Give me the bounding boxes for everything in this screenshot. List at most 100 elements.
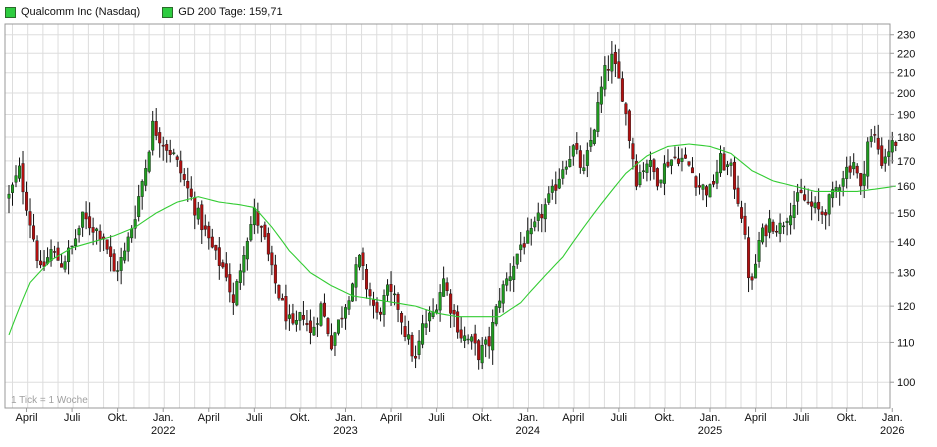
candle-body bbox=[336, 319, 340, 334]
candle-body bbox=[697, 185, 701, 188]
x-tick-label: Jan. bbox=[517, 412, 538, 424]
candle-body bbox=[747, 237, 751, 279]
legend-item-sma[interactable]: GD 200 Tage: 159,71 bbox=[162, 6, 283, 18]
candle-body bbox=[883, 156, 887, 164]
y-tick-label: 160 bbox=[897, 181, 915, 193]
legend-price-label: Qualcomm Inc (Nasdaq) bbox=[21, 6, 141, 18]
candle-body bbox=[116, 270, 120, 272]
candle-body bbox=[729, 162, 733, 166]
candle-body bbox=[400, 313, 404, 323]
candle-body bbox=[526, 230, 530, 244]
candle-body bbox=[442, 278, 446, 297]
candle-body bbox=[575, 143, 579, 150]
candle-body bbox=[719, 153, 723, 174]
candle-body bbox=[291, 313, 295, 324]
candle-body bbox=[463, 335, 467, 341]
candle-body bbox=[95, 228, 99, 231]
candle-body bbox=[365, 268, 369, 290]
x-tick-label: Jan. bbox=[882, 412, 903, 424]
candle-body bbox=[841, 178, 845, 187]
candle-body bbox=[60, 263, 64, 268]
candle-body bbox=[855, 165, 859, 174]
x-year-label: 2025 bbox=[698, 425, 722, 437]
candle-body bbox=[768, 218, 772, 233]
candle-body bbox=[484, 339, 488, 345]
candle-body bbox=[109, 246, 113, 257]
candle-body bbox=[610, 53, 614, 72]
candle-body bbox=[543, 204, 547, 220]
candle-body bbox=[789, 215, 793, 226]
candle-body bbox=[859, 173, 863, 187]
legend-item-price[interactable]: Qualcomm Inc (Nasdaq) bbox=[5, 6, 140, 18]
candle-body bbox=[119, 257, 123, 271]
candle-body bbox=[137, 196, 141, 217]
plot-frame bbox=[4, 23, 891, 409]
x-tick-label: Juli bbox=[246, 412, 263, 424]
candle-body bbox=[168, 150, 172, 155]
candle-body bbox=[662, 163, 666, 184]
candle-body bbox=[329, 335, 333, 350]
candle-body bbox=[231, 294, 235, 303]
candle-body bbox=[123, 250, 127, 261]
candle-body bbox=[224, 263, 228, 278]
candle-body bbox=[817, 201, 821, 210]
candle-body bbox=[771, 221, 775, 232]
candle-body bbox=[18, 165, 22, 179]
candle-body bbox=[862, 173, 866, 186]
legend: Qualcomm Inc (Nasdaq) GD 200 Tage: 159,7… bbox=[5, 4, 305, 20]
candle-body bbox=[568, 159, 572, 167]
candle-body bbox=[627, 110, 631, 141]
candle-body bbox=[834, 187, 838, 191]
candle-body bbox=[382, 295, 386, 315]
candle-body bbox=[235, 281, 239, 306]
candle-body bbox=[315, 323, 319, 325]
candle-body bbox=[175, 156, 179, 160]
candle-body bbox=[578, 150, 582, 168]
candle-body bbox=[217, 247, 221, 266]
x-tick-label: April bbox=[562, 412, 584, 424]
candle-body bbox=[715, 171, 719, 184]
candles bbox=[7, 40, 898, 370]
candle-body bbox=[459, 329, 463, 339]
candle-body bbox=[669, 159, 673, 166]
candle-body bbox=[522, 243, 526, 248]
candle-body bbox=[519, 244, 523, 251]
x-tick-label: Jan. bbox=[335, 412, 356, 424]
candle-body bbox=[820, 211, 824, 215]
candle-body bbox=[866, 141, 870, 177]
candle-body bbox=[894, 141, 898, 146]
candle-body bbox=[42, 261, 46, 267]
candle-body bbox=[449, 293, 453, 314]
candle-body bbox=[785, 220, 789, 223]
candle-body bbox=[266, 233, 270, 255]
candle-body bbox=[35, 240, 39, 261]
candle-body bbox=[540, 213, 544, 219]
y-tick-label: 110 bbox=[897, 337, 915, 349]
candle-body bbox=[477, 340, 481, 361]
candle-body bbox=[319, 303, 323, 326]
x-tick-label: Okt. bbox=[837, 412, 857, 424]
candle-body bbox=[736, 187, 740, 204]
candle-body bbox=[63, 261, 67, 270]
x-tick-label: April bbox=[16, 412, 38, 424]
candle-body bbox=[126, 236, 130, 252]
candle-body bbox=[305, 323, 309, 326]
candle-body bbox=[249, 224, 253, 241]
candle-body bbox=[557, 178, 561, 189]
candle-body bbox=[140, 181, 144, 197]
candle-body bbox=[592, 129, 596, 144]
candle-body bbox=[379, 311, 383, 315]
candle-body bbox=[529, 228, 533, 235]
y-tick-label: 220 bbox=[897, 48, 915, 60]
candle-body bbox=[603, 65, 607, 90]
y-tick-label: 100 bbox=[897, 377, 915, 389]
candle-body bbox=[144, 168, 148, 186]
x-tick-label: April bbox=[198, 412, 220, 424]
candle-body bbox=[242, 254, 246, 273]
candle-body bbox=[21, 163, 25, 193]
tick-note: 1 Tick = 1 Woche bbox=[11, 395, 88, 406]
y-tick-label: 130 bbox=[897, 268, 915, 280]
candle-body bbox=[571, 145, 575, 157]
